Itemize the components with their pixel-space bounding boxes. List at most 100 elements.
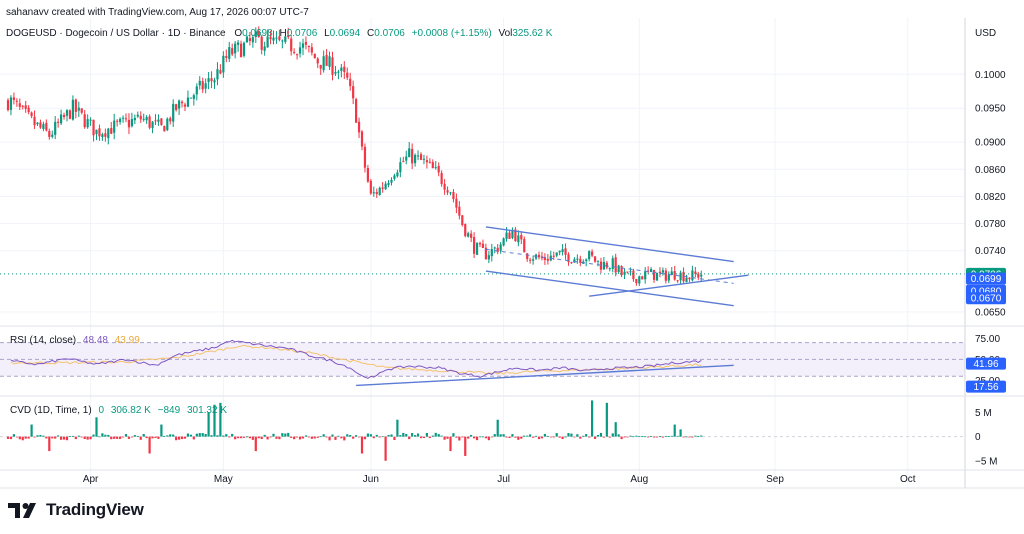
candle-body	[189, 97, 192, 99]
candle-body	[154, 120, 157, 122]
candle-body	[331, 57, 334, 75]
cvd-bar	[290, 436, 293, 438]
cvd-bar	[33, 436, 36, 438]
candle-body	[579, 258, 582, 263]
candle-body	[496, 247, 499, 252]
candle-body	[428, 161, 431, 163]
cvd-bar	[543, 433, 546, 437]
cvd-bar	[133, 435, 136, 437]
cvd-bar	[658, 436, 662, 437]
cvd-bar	[534, 435, 538, 437]
tradingview-brand[interactable]: TradingView	[8, 500, 144, 520]
cvd-bar	[375, 434, 378, 437]
y-tick-label: 0.0820	[975, 192, 1006, 203]
cvd-tick-label: −5 M	[975, 456, 998, 467]
candle-body	[520, 234, 523, 240]
cvd-bar	[48, 436, 51, 452]
cvd-bar	[638, 436, 641, 438]
rsi-legend[interactable]: RSI (14, close) 48.48 43.99	[10, 335, 140, 346]
candle-body	[593, 256, 597, 262]
cvd-bar	[121, 436, 125, 438]
candle-body	[638, 276, 641, 284]
cvd-bar	[402, 432, 405, 437]
cvd-bar	[51, 436, 54, 439]
cvd-bar	[599, 432, 603, 437]
cvd-bar	[62, 436, 66, 440]
candle-body	[419, 154, 423, 160]
cvd-bar	[549, 436, 552, 438]
candle-body	[523, 238, 526, 253]
cvd-bar	[458, 436, 461, 441]
candle-body	[505, 232, 508, 239]
candle-body	[487, 255, 490, 260]
cvd-legend[interactable]: CVD (1D, Time, 1) 0 306.82 K −849 301.32…	[10, 405, 227, 416]
candle-body	[213, 80, 216, 83]
candle-body	[355, 99, 358, 123]
cvd-bar	[697, 436, 700, 437]
candle-body	[599, 261, 603, 270]
cvd-bar	[145, 436, 148, 439]
cvd-bar	[378, 436, 381, 438]
high-label: H	[279, 28, 287, 39]
cvd-bar	[119, 436, 122, 439]
cvd-bar	[602, 436, 605, 438]
cvd-bar	[45, 436, 48, 439]
cvd-bar	[242, 436, 246, 438]
cvd-bar	[272, 433, 275, 437]
candle-body	[275, 37, 278, 39]
cvd-bar	[611, 433, 614, 437]
candle-body	[65, 110, 69, 116]
cvd-bar	[685, 436, 688, 438]
candle-body	[296, 54, 299, 56]
cvd-value-3: −849	[157, 405, 181, 416]
candle-body	[18, 103, 21, 107]
candle-body	[543, 257, 546, 260]
high-value: 0.0706	[286, 28, 318, 39]
candle-body	[626, 271, 629, 273]
symbol-legend[interactable]: DOGEUSD · Dogecoin / US Dollar · 1D · Bi…	[6, 28, 552, 39]
cvd-bar	[688, 436, 691, 438]
candle-body	[467, 233, 470, 237]
cvd-bar	[481, 436, 485, 438]
cvd-bar	[328, 436, 331, 441]
cvd-bar	[60, 436, 63, 440]
candle-body	[573, 259, 576, 263]
cvd-bar	[304, 435, 308, 437]
cvd-bar	[546, 435, 549, 437]
candle-body	[121, 117, 125, 119]
cvd-bar	[434, 432, 437, 437]
candle-body	[676, 280, 679, 282]
candle-body	[113, 120, 116, 133]
cvd-bar	[192, 436, 195, 440]
candle-body	[68, 110, 72, 119]
cvd-bar	[54, 436, 57, 439]
rsi-trendline	[356, 364, 734, 387]
candle-body	[478, 243, 482, 245]
candle-body	[71, 99, 74, 120]
candle-body	[700, 274, 703, 277]
candle-body	[30, 112, 33, 117]
cvd-bar	[307, 436, 310, 438]
candle-body	[316, 58, 319, 64]
candle-body	[570, 262, 573, 264]
candle-body	[257, 31, 260, 38]
y-tick-label: 0.0780	[975, 219, 1006, 230]
candle-body	[127, 119, 131, 128]
cvd-bar	[65, 436, 69, 441]
cvd-bar	[316, 436, 319, 438]
cvd-bar	[670, 435, 673, 437]
cvd-bar	[163, 435, 166, 437]
candle-body	[89, 119, 92, 121]
candle-body	[80, 108, 83, 113]
cvd-bar	[207, 412, 210, 437]
cvd-bar	[180, 436, 184, 440]
cvd-bar	[322, 434, 325, 437]
cvd-bar	[573, 436, 576, 438]
candle-body	[655, 272, 659, 281]
candle-body	[198, 80, 201, 86]
candle-body	[446, 190, 449, 193]
candle-body	[334, 72, 337, 74]
cvd-bar	[154, 436, 157, 438]
cvd-bar	[239, 436, 243, 439]
